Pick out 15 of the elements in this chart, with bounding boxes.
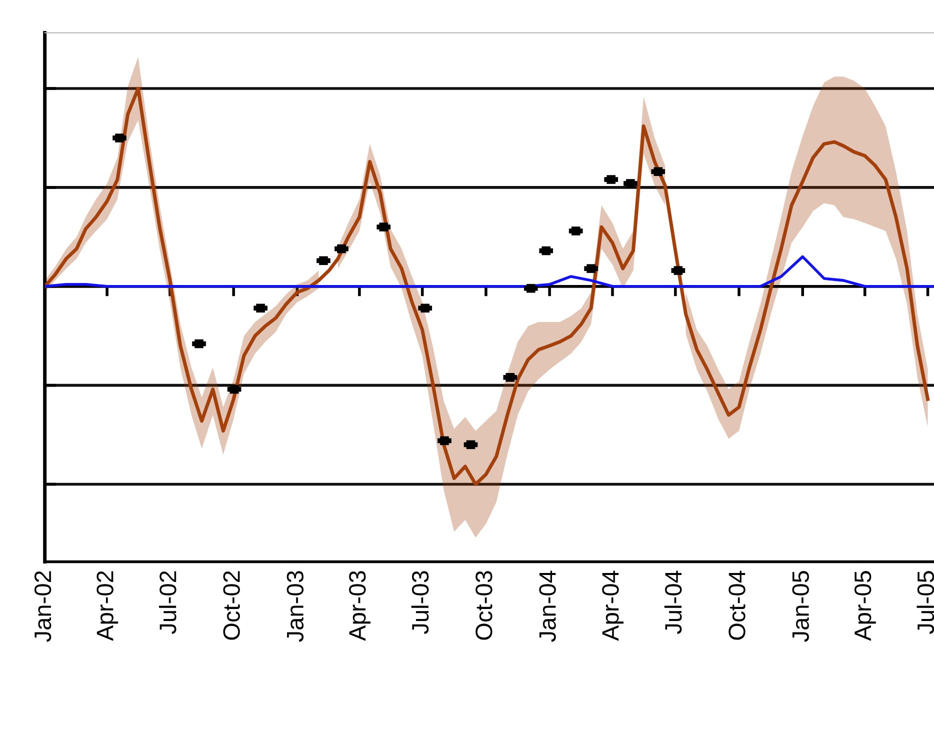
x-tick-label: Jul-05 (916, 571, 934, 634)
x-tick-label: Jul-02 (158, 571, 176, 634)
x-tick-label: Oct-02 (223, 571, 240, 640)
x-tick-label: Apr-05 (854, 571, 876, 641)
x-tick-label: Jul-04 (664, 570, 682, 634)
x-tick-label: Apr-04 (602, 570, 624, 641)
x-tick-label: Jan-04 (539, 570, 556, 642)
x-tick-label: Jan-02 (34, 571, 52, 642)
x-tick-label: Oct-03 (476, 571, 492, 640)
x-tick-label: Jan-03 (286, 571, 304, 642)
x-tick-label: Jul-03 (411, 571, 429, 634)
x-tick-label: Jan-05 (792, 571, 809, 642)
x-tick-label: Oct-04 (728, 570, 746, 640)
x-tick-label: Apr-02 (96, 571, 118, 641)
x-tick-label: Apr-03 (349, 571, 370, 641)
